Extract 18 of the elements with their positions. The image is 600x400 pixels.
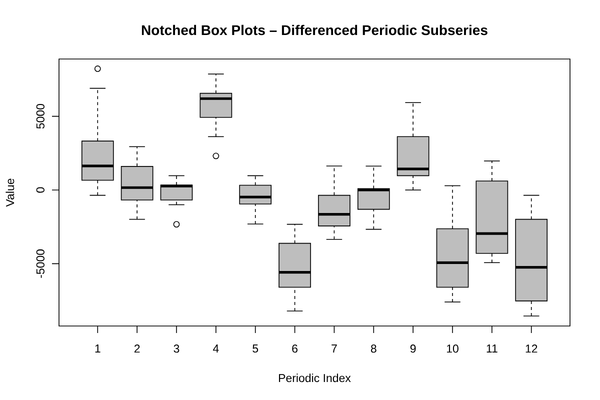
x-tick-label: 10 (446, 344, 458, 353)
x-tick-label: 2 (134, 344, 140, 353)
y-axis-title: Value (6, 178, 14, 207)
x-tick-label: 12 (526, 344, 538, 353)
y-tick-label: 0 (36, 187, 44, 193)
chart-title: Notched Box Plots – Differenced Periodic Subseries (142, 24, 488, 36)
x-tick-label: 5 (252, 344, 258, 353)
x-tick-label: 3 (174, 344, 180, 353)
x-tick-label: 7 (332, 344, 337, 352)
y-tick-label: -5000 (36, 249, 44, 278)
x-tick-label: 4 (213, 344, 219, 352)
x-tick-label: 6 (292, 344, 298, 353)
y-tick-label: 5000 (36, 104, 44, 129)
x-tick-label: 11 (486, 344, 498, 352)
x-tick-label: 8 (370, 344, 376, 353)
x-tick-label: 1 (95, 344, 100, 352)
x-axis-title: Periodic Index (279, 374, 351, 382)
x-tick-label: 9 (410, 344, 416, 353)
